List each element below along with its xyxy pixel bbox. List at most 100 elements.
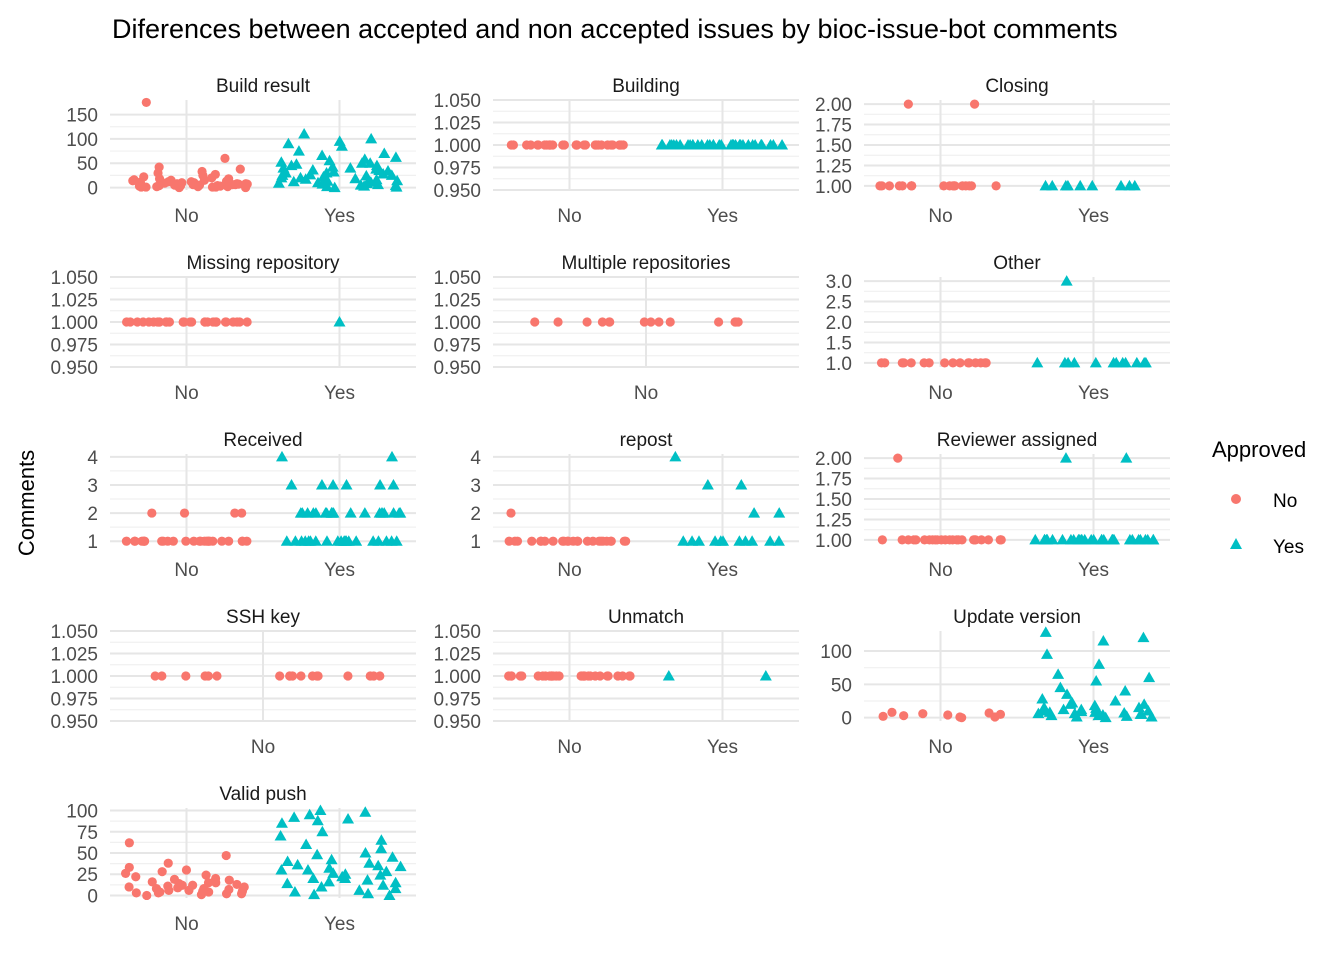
y-tick-label: 100 (66, 802, 98, 823)
x-tick-label: No (174, 914, 198, 935)
data-point-no (654, 317, 664, 327)
data-point-yes (383, 889, 396, 900)
data-point-yes (1120, 452, 1133, 463)
data-point-no (548, 140, 558, 150)
x-tick-label: No (928, 560, 952, 581)
y-tick-label: 1.000 (433, 313, 481, 334)
data-point-yes (776, 139, 789, 150)
data-point-yes (1061, 179, 1074, 191)
data-point-yes (1106, 533, 1119, 545)
data-point-yes (1147, 533, 1160, 545)
y-tick-label: 1.025 (50, 291, 98, 312)
data-point-yes (339, 872, 352, 883)
panel-title: Building (612, 76, 680, 97)
data-point-yes (1090, 675, 1103, 686)
data-point-no (153, 317, 163, 327)
data-point-no (515, 671, 525, 681)
data-point-no (606, 536, 616, 546)
data-point-yes (358, 507, 371, 518)
data-point-no (136, 182, 146, 192)
data-point-no (186, 177, 196, 187)
data-point-no (639, 317, 649, 327)
data-point-no (559, 140, 570, 150)
data-point-no (185, 317, 195, 327)
x-tick-label: No (634, 383, 658, 404)
data-point-no (217, 536, 227, 546)
data-point-yes (1039, 179, 1052, 191)
data-point-yes (748, 507, 761, 518)
data-point-yes (759, 670, 772, 681)
data-point-no (940, 358, 950, 368)
data-point-no (906, 181, 916, 191)
data-point-yes (314, 804, 327, 816)
y-tick-label: 1.025 (50, 645, 98, 666)
data-point-yes (695, 139, 708, 150)
y-tick-label: 0.950 (50, 358, 98, 379)
y-tick-label: 3 (470, 476, 481, 497)
data-point-no (536, 536, 546, 546)
y-tick-label: 1.050 (433, 268, 481, 289)
data-point-yes (1057, 703, 1070, 715)
legend-label-no: No (1273, 491, 1297, 512)
data-point-yes (311, 814, 324, 826)
data-point-no (147, 877, 157, 887)
data-point-yes (1097, 533, 1110, 545)
data-point-no (876, 358, 887, 368)
x-tick-label: No (174, 560, 198, 581)
data-point-no (120, 868, 131, 878)
y-tick-label: 4 (87, 448, 98, 469)
data-point-no (237, 536, 247, 546)
data-point-no (124, 838, 134, 848)
data-point-no (553, 317, 563, 327)
data-point-no (579, 671, 589, 681)
data-point-no (168, 536, 178, 546)
x-tick-label: Yes (1078, 206, 1109, 227)
data-point-yes (304, 535, 317, 546)
x-tick-label: Yes (707, 206, 738, 227)
y-tick-label: 1.75 (815, 116, 852, 137)
data-point-yes (327, 507, 340, 518)
data-point-no (212, 671, 222, 681)
data-point-no (903, 99, 913, 109)
data-point-yes (338, 535, 351, 546)
data-point-yes (389, 151, 402, 162)
data-point-yes (374, 478, 387, 490)
y-tick-label: 1.025 (433, 291, 481, 312)
data-point-no (166, 175, 176, 185)
data-point-no (220, 153, 230, 163)
x-tick-label: Yes (324, 914, 355, 935)
data-point-yes (1054, 681, 1067, 693)
data-point-no (603, 671, 613, 681)
data-point-no (593, 140, 603, 150)
panel-title: Multiple repositories (562, 253, 731, 274)
panel-title: Closing (985, 76, 1048, 97)
data-point-yes (358, 180, 371, 191)
legend: Approved No Yes (1212, 437, 1306, 558)
y-tick-label: 1.000 (433, 136, 481, 157)
data-point-no (150, 671, 160, 681)
data-point-no (948, 358, 958, 368)
data-point-no (969, 535, 979, 545)
data-point-yes (320, 166, 333, 178)
data-point-yes (677, 535, 690, 546)
panel-repost: repost 1 2 3 4 No Yes (470, 430, 799, 581)
data-point-yes (773, 507, 786, 518)
data-point-no (590, 671, 600, 681)
data-point-yes (309, 507, 322, 518)
data-point-yes (294, 171, 307, 183)
data-point-no (884, 181, 895, 191)
y-tick-label: 1.050 (50, 268, 98, 289)
data-point-yes (1119, 685, 1132, 696)
data-point-no (224, 174, 234, 184)
data-point-yes (1061, 688, 1074, 699)
data-point-yes (380, 865, 393, 877)
x-tick-label: No (928, 383, 952, 404)
data-point-no (211, 317, 221, 327)
data-point-no (887, 707, 897, 717)
data-point-yes (362, 887, 375, 899)
data-point-yes (365, 132, 378, 144)
y-tick-label: 0 (87, 179, 98, 200)
data-point-yes (344, 162, 357, 173)
panel-reviewer-assigned: Reviewer assigned 1.001.251.501.752.00 No Y… (815, 430, 1170, 581)
data-point-yes (385, 535, 398, 546)
